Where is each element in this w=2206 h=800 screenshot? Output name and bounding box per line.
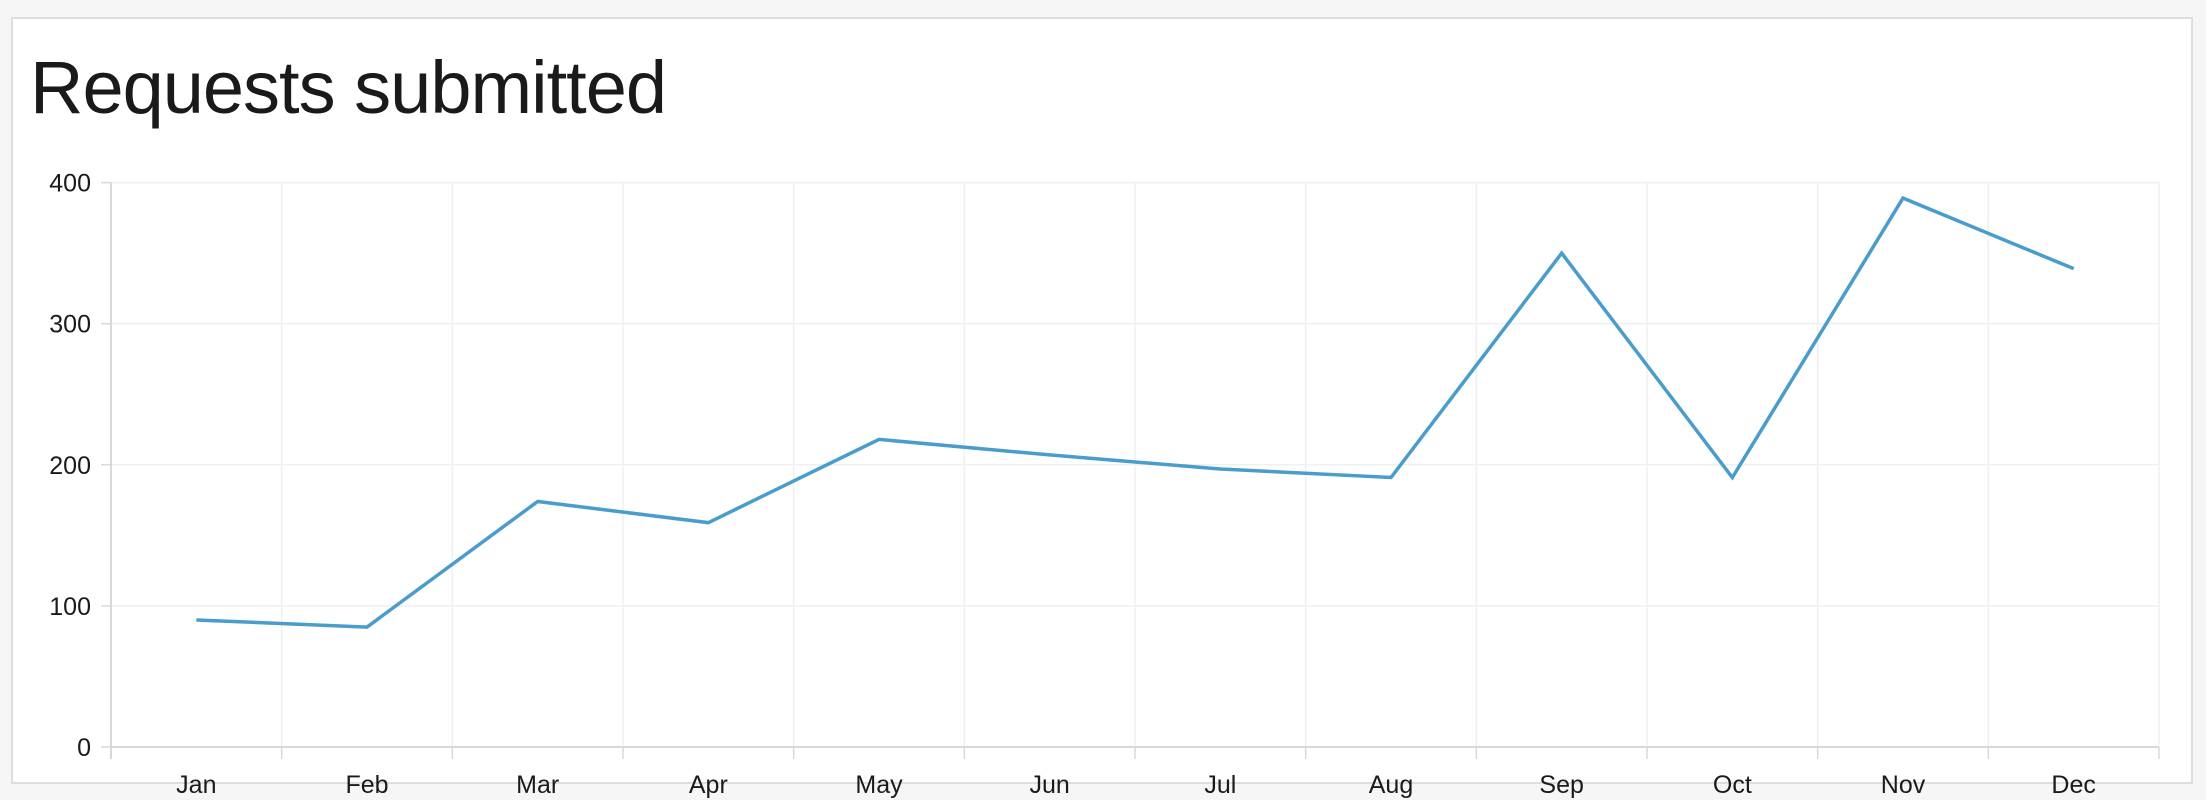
- chart-card: Requests submitted: [11, 17, 2193, 784]
- chart-title: Requests submitted: [30, 46, 667, 129]
- y-tick-label: 300: [49, 311, 91, 339]
- y-tick-label: 200: [49, 452, 91, 480]
- x-tick-label: Oct: [1713, 771, 1752, 799]
- x-tick-label: Apr: [689, 771, 728, 799]
- y-tick-label: 100: [49, 593, 91, 621]
- x-tick-label: Dec: [2051, 771, 2095, 799]
- x-tick-label: Jan: [176, 771, 216, 799]
- x-tick-label: Jul: [1204, 771, 1236, 799]
- x-tick-label: Aug: [1369, 771, 1413, 799]
- series-line: [196, 195, 2075, 629]
- x-tick-label: May: [855, 771, 903, 799]
- y-tick-label: 0: [77, 734, 91, 762]
- x-tick-label: Mar: [516, 771, 559, 799]
- x-tick-label: Nov: [1881, 771, 1926, 799]
- x-tick-label: Sep: [1539, 771, 1583, 799]
- x-tick-label: Jun: [1030, 771, 1070, 799]
- y-tick-label: 400: [49, 170, 91, 198]
- x-tick-label: Feb: [345, 771, 388, 799]
